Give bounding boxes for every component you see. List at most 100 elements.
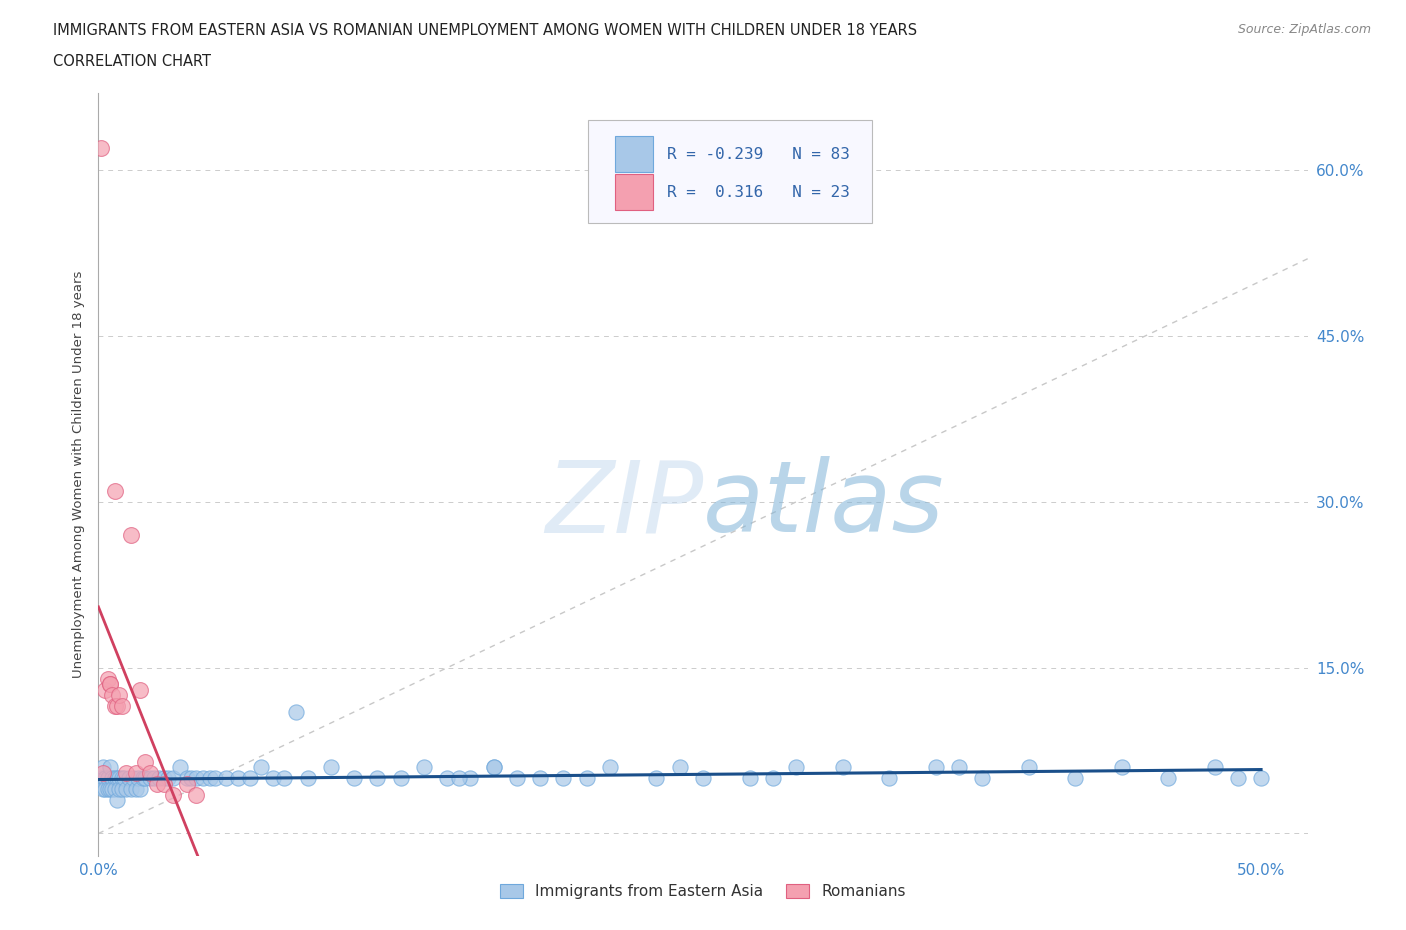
Point: [104, 771, 127, 786]
Point: [239, 771, 262, 786]
Point: [413, 760, 436, 775]
Text: R = -0.239   N = 83: R = -0.239 N = 83: [666, 147, 849, 162]
Point: [105, 771, 128, 786]
Point: [162, 788, 184, 803]
Y-axis label: Unemployment Among Women with Children Under 18 years: Unemployment Among Women with Children U…: [72, 271, 86, 678]
Point: [124, 765, 146, 780]
Point: [98, 677, 121, 692]
Point: [108, 771, 131, 786]
Point: [1018, 760, 1040, 775]
Point: [115, 765, 138, 780]
Point: [389, 771, 412, 786]
Point: [273, 771, 295, 786]
Point: [101, 688, 124, 703]
Point: [297, 771, 319, 786]
Point: [180, 771, 202, 786]
Point: [98, 677, 121, 692]
Point: [152, 771, 174, 786]
Point: [111, 771, 134, 786]
Point: [506, 771, 529, 786]
Point: [111, 782, 134, 797]
Point: [120, 782, 142, 797]
Point: [131, 771, 153, 786]
FancyBboxPatch shape: [614, 174, 654, 210]
Point: [738, 771, 761, 786]
Point: [482, 760, 505, 775]
Point: [129, 782, 152, 797]
Point: [138, 765, 160, 780]
Point: [436, 771, 458, 786]
Point: [948, 760, 970, 775]
Point: [1111, 760, 1133, 775]
Point: [97, 671, 120, 686]
Point: [145, 777, 167, 791]
Point: [124, 782, 146, 797]
Point: [90, 771, 112, 786]
Point: [184, 788, 207, 803]
Point: [157, 771, 180, 786]
Point: [1250, 771, 1272, 786]
Point: [762, 771, 785, 786]
Point: [575, 771, 598, 786]
Point: [127, 771, 149, 786]
Point: [94, 683, 117, 698]
Point: [215, 771, 238, 786]
Point: [90, 140, 112, 155]
Point: [97, 782, 120, 797]
Point: [343, 771, 366, 786]
Point: [176, 771, 198, 786]
Point: [176, 777, 198, 791]
Point: [645, 771, 668, 786]
Point: [108, 782, 131, 797]
Point: [152, 777, 174, 791]
Point: [104, 484, 127, 498]
Point: [105, 793, 128, 808]
Point: [1064, 771, 1087, 786]
Point: [1204, 760, 1226, 775]
Point: [529, 771, 551, 786]
Legend: Immigrants from Eastern Asia, Romanians: Immigrants from Eastern Asia, Romanians: [494, 878, 912, 905]
Point: [785, 760, 807, 775]
Point: [924, 760, 946, 775]
Point: [91, 760, 114, 775]
FancyBboxPatch shape: [614, 136, 654, 172]
Point: [204, 771, 226, 786]
Point: [668, 760, 690, 775]
Point: [104, 699, 127, 714]
Point: [104, 782, 127, 797]
Point: [129, 683, 152, 698]
Point: [692, 771, 714, 786]
Point: [169, 760, 191, 775]
Point: [143, 771, 166, 786]
Point: [447, 771, 470, 786]
FancyBboxPatch shape: [588, 120, 872, 222]
Point: [134, 754, 156, 769]
Text: ZIP: ZIP: [544, 457, 703, 553]
Point: [122, 771, 145, 786]
Point: [91, 782, 114, 797]
Point: [226, 771, 249, 786]
Point: [115, 782, 138, 797]
Point: [191, 771, 214, 786]
Point: [134, 771, 156, 786]
Point: [262, 771, 284, 786]
Text: IMMIGRANTS FROM EASTERN ASIA VS ROMANIAN UNEMPLOYMENT AMONG WOMEN WITH CHILDREN : IMMIGRANTS FROM EASTERN ASIA VS ROMANIAN…: [53, 23, 918, 38]
Point: [553, 771, 575, 786]
Text: atlas: atlas: [703, 457, 945, 553]
Point: [138, 771, 160, 786]
Text: R =  0.316   N = 23: R = 0.316 N = 23: [666, 185, 849, 200]
Point: [162, 771, 184, 786]
Point: [877, 771, 900, 786]
Point: [285, 705, 308, 720]
Point: [112, 771, 135, 786]
Point: [105, 699, 128, 714]
Point: [98, 760, 121, 775]
Point: [970, 771, 993, 786]
Point: [118, 771, 141, 786]
Point: [831, 760, 853, 775]
Point: [366, 771, 388, 786]
Point: [1157, 771, 1180, 786]
Point: [101, 771, 124, 786]
Point: [98, 782, 121, 797]
Point: [1226, 771, 1249, 786]
